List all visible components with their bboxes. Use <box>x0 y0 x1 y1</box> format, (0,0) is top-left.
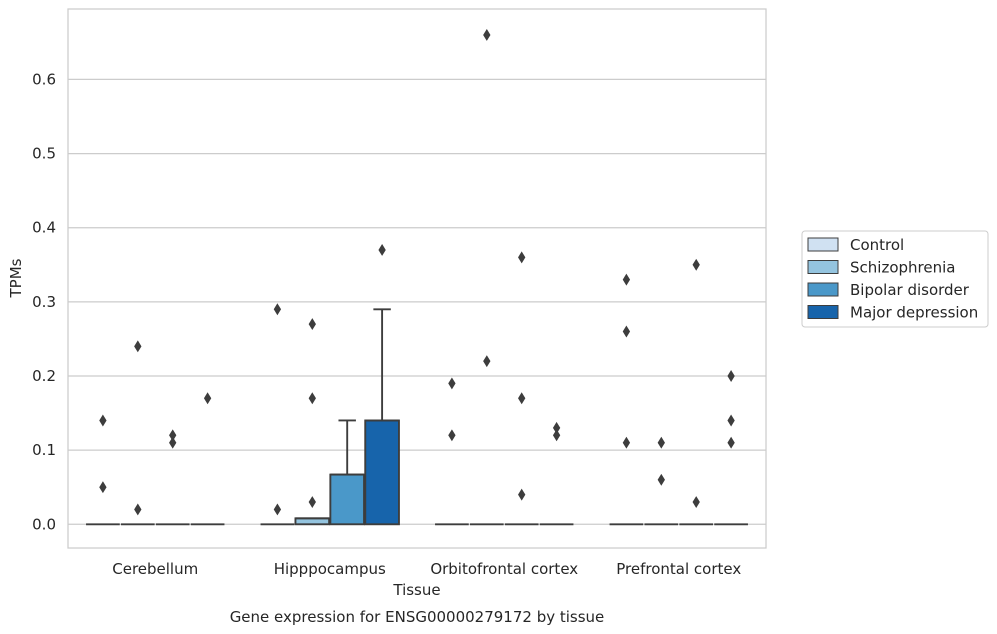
box-body <box>329 473 366 526</box>
outlier-point <box>448 377 456 390</box>
legend-swatch <box>807 305 839 319</box>
box-series <box>86 308 748 526</box>
legend: Control Schizophrenia Bipolar disorder Majo… <box>801 230 989 328</box>
outlier-point <box>169 436 177 449</box>
outlier-point <box>308 318 316 331</box>
outlier-point <box>273 303 282 316</box>
outlier-point <box>308 392 316 405</box>
x-tick-label: Cerebellum <box>112 560 198 578</box>
outlier-point <box>134 340 142 353</box>
gridlines <box>68 78 766 525</box>
box-body <box>364 419 400 526</box>
outlier-point <box>273 503 282 516</box>
y-tick-label: 0.0 <box>32 515 56 533</box>
legend-label: Schizophrenia <box>850 259 955 277</box>
outlier-point <box>727 370 735 382</box>
chart-caption: Gene expression for ENSG00000279172 by t… <box>230 608 605 626</box>
outlier-point <box>448 429 456 442</box>
outlier-point <box>518 488 526 501</box>
outlier-point <box>622 325 631 338</box>
box-bipolar-disorder <box>329 419 366 526</box>
x-axis-tick-labels: Cerebellum Hipppocampus Orbitofrontal cort… <box>112 560 741 578</box>
outlier-point <box>657 436 665 449</box>
x-tick-label: Hipppocampus <box>274 560 386 578</box>
outlier-point <box>378 243 386 256</box>
outlier-point <box>203 392 212 405</box>
outlier-point <box>552 429 561 442</box>
legend-label: Major depression <box>850 304 978 322</box>
outlier-point <box>727 414 735 427</box>
outlier-point <box>483 28 491 41</box>
x-axis-label: Tissue <box>392 581 440 599</box>
y-tick-label: 0.4 <box>32 219 56 237</box>
x-tick-label: Orbitofrontal cortex <box>430 560 578 578</box>
outlier-point <box>134 503 142 516</box>
outlier-point <box>99 481 107 494</box>
legend-frame <box>801 230 989 328</box>
y-tick-label: 0.2 <box>32 367 56 385</box>
legend-swatch <box>807 237 839 252</box>
outlier-point <box>727 436 735 449</box>
outlier-point <box>483 355 491 368</box>
y-axis-tick-labels: 0.0 0.1 0.2 0.3 0.4 0.5 0.6 <box>32 70 56 533</box>
outlier-point <box>622 273 631 286</box>
outlier-point <box>692 496 700 508</box>
legend-items: Control Schizophrenia Bipolar disorder Majo… <box>807 236 978 322</box>
outlier-point <box>308 496 316 508</box>
legend-swatch <box>807 282 839 297</box>
box-schizophrenia <box>294 517 331 526</box>
legend-swatch <box>807 260 839 274</box>
y-tick-label: 0.1 <box>32 441 56 459</box>
y-axis-label: TPMs <box>7 258 25 298</box>
y-tick-label: 0.5 <box>32 145 56 163</box>
outlier-point <box>518 392 526 405</box>
outlier-point <box>518 251 526 264</box>
outlier-point <box>657 473 665 486</box>
x-tick-label: Prefrontal cortex <box>616 560 741 578</box>
outlier-point <box>99 414 107 427</box>
y-tick-label: 0.6 <box>32 70 56 88</box>
legend-label: Control <box>850 236 904 254</box>
legend-label: Bipolar disorder <box>850 281 970 299</box>
outlier-point <box>622 436 631 449</box>
plot-area-frame <box>67 8 767 549</box>
y-tick-label: 0.3 <box>32 293 56 311</box>
outlier-points <box>99 28 735 516</box>
box-major-depression <box>364 308 400 526</box>
outlier-point <box>692 258 700 271</box>
